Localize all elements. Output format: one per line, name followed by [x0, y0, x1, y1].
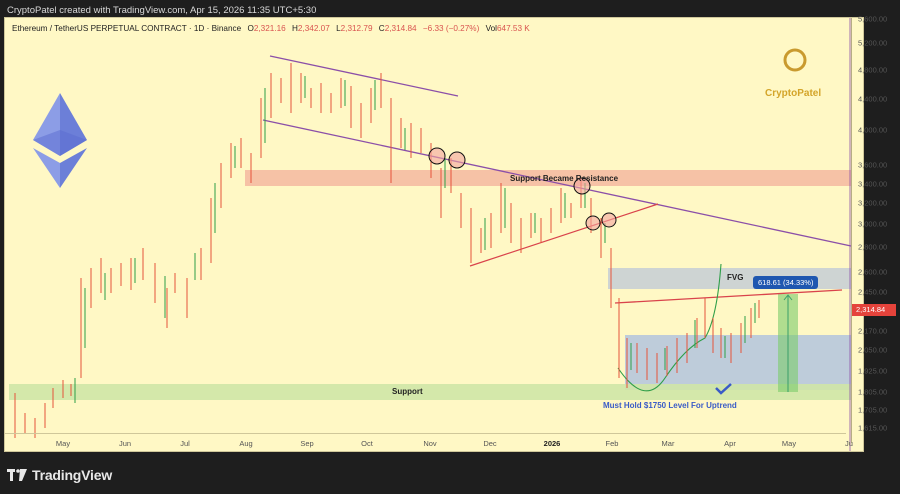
- check-icon: [715, 383, 732, 395]
- chart-canvas[interactable]: [5, 18, 865, 451]
- channel-lower: [262, 119, 852, 247]
- resistance-zone: [245, 170, 851, 186]
- chart-frame[interactable]: Ethereum / TetherUS PERPETUAL CONTRACT ·…: [4, 15, 887, 452]
- symbol-name: Ethereum / TetherUS PERPETUAL CONTRACT ·…: [12, 24, 242, 33]
- annotation-support-resistance: Support Became Resistance: [510, 174, 619, 183]
- measure-label: 618.61 (34.33%): [753, 276, 819, 289]
- annotation-must-hold: Must Hold $1750 Level For Uptrend: [603, 401, 737, 410]
- channel-upper: [269, 55, 459, 97]
- close-value: 2,314.84: [384, 24, 417, 33]
- tradingview-logo[interactable]: TradingView: [7, 467, 112, 483]
- marker-circle: [448, 151, 466, 169]
- candles: [14, 63, 760, 438]
- neckline: [614, 289, 843, 304]
- marker-circle: [428, 147, 446, 165]
- chart-credit: CryptoPatel created with TradingView.com…: [7, 5, 317, 16]
- tradingview-text: TradingView: [32, 467, 113, 483]
- cryptopatel-logo-icon: [783, 48, 807, 72]
- marker-circle: [601, 212, 617, 228]
- accumulation-zone: [625, 335, 851, 390]
- time-axis[interactable]: May Jun Jul Aug Sep Oct Nov Dec 2026 Feb…: [4, 433, 853, 452]
- volume-value: 647.53 K: [496, 24, 530, 33]
- projection-curve: [617, 263, 722, 392]
- wedge-lower: [469, 203, 659, 267]
- annotation-fvg: FVG: [727, 273, 744, 282]
- high-value: 2,342.07: [297, 24, 330, 33]
- tradingview-icon: [7, 469, 27, 481]
- low-value: 2,312.79: [340, 24, 373, 33]
- annotation-support: Support: [392, 387, 423, 396]
- symbol-legend: Ethereum / TetherUS PERPETUAL CONTRACT ·…: [12, 24, 530, 33]
- open-value: 2,321.16: [253, 24, 286, 33]
- ethereum-logo-icon: [33, 93, 87, 188]
- support-zone: [9, 384, 851, 400]
- last-price-tag: 2,314.84: [852, 304, 896, 316]
- brand-name: CryptoPatel: [765, 88, 822, 99]
- marker-circle: [573, 177, 591, 195]
- price-axis[interactable]: 5,600.00 5,200.00 4,800.00 4,400.00 4,00…: [851, 15, 900, 443]
- change-value: −6.33 (−0.27%): [422, 24, 480, 33]
- marker-circle: [585, 215, 601, 231]
